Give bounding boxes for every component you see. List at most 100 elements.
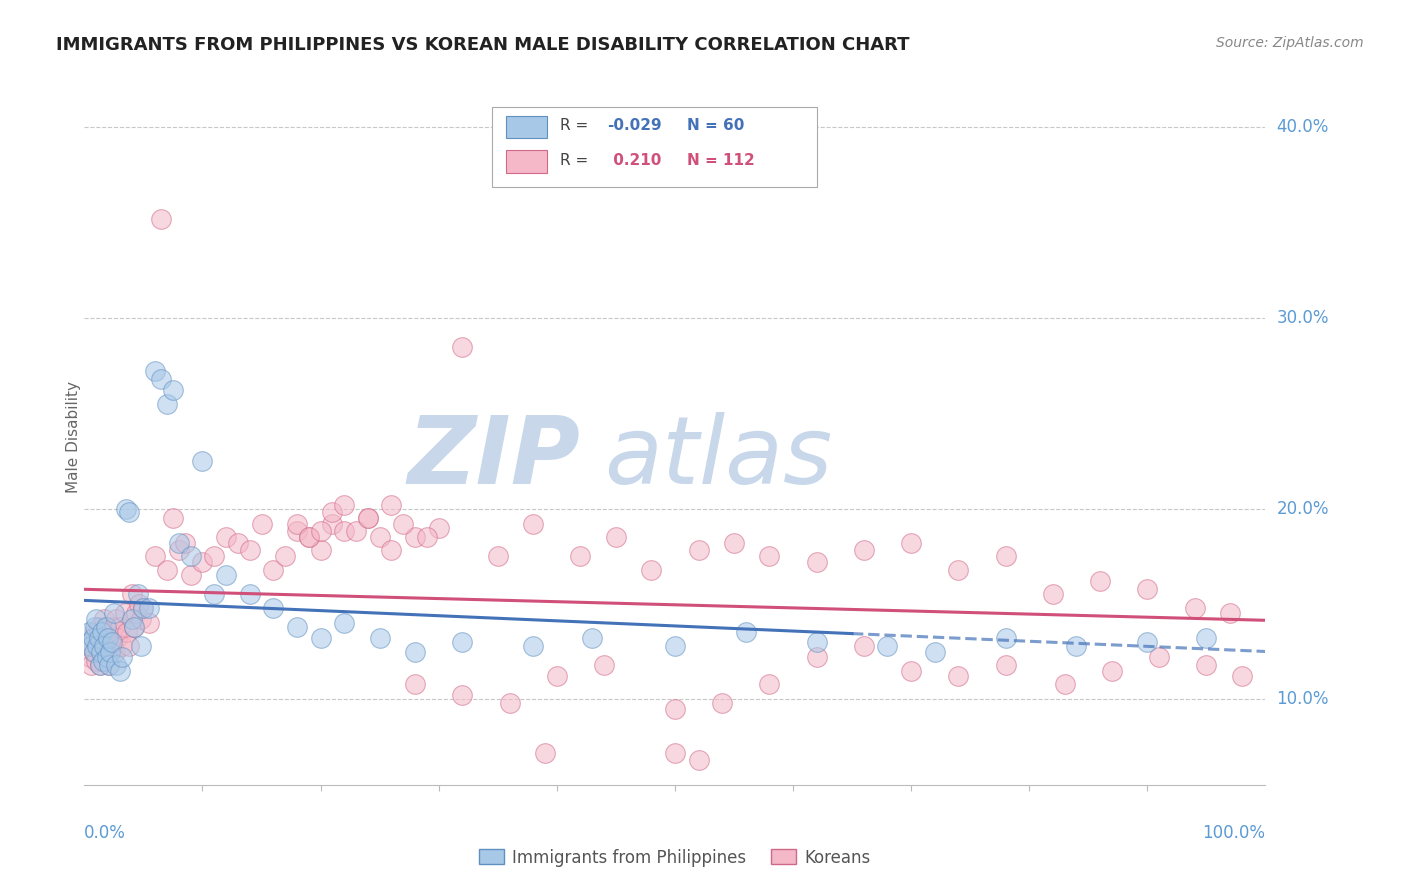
Point — [87, 631, 110, 645]
FancyBboxPatch shape — [492, 106, 817, 186]
Point — [262, 563, 284, 577]
Point — [380, 498, 402, 512]
Point — [87, 620, 110, 634]
Point — [664, 639, 686, 653]
Point — [1219, 607, 1241, 621]
Point — [94, 620, 117, 634]
Point — [285, 620, 308, 634]
Point — [115, 625, 138, 640]
Point — [80, 639, 103, 653]
Text: 0.210: 0.210 — [607, 153, 661, 168]
Point — [84, 625, 107, 640]
Point — [105, 657, 128, 672]
Point — [100, 625, 122, 640]
Point — [127, 587, 149, 601]
Point — [948, 563, 970, 577]
Point — [167, 543, 190, 558]
Point — [285, 524, 308, 539]
Point — [101, 639, 124, 653]
Point — [91, 639, 114, 653]
Point — [451, 339, 474, 353]
Point — [344, 524, 367, 539]
Point — [427, 521, 450, 535]
Point — [1147, 650, 1170, 665]
Point — [688, 753, 710, 767]
Point — [79, 650, 101, 665]
Point — [118, 505, 141, 519]
Point — [380, 543, 402, 558]
Point — [368, 631, 391, 645]
Point — [103, 620, 125, 634]
Point — [994, 657, 1017, 672]
Point — [321, 505, 343, 519]
Point — [94, 631, 117, 645]
Text: atlas: atlas — [605, 412, 832, 503]
Point — [143, 364, 166, 378]
Text: 40.0%: 40.0% — [1277, 119, 1329, 136]
Point — [1136, 582, 1159, 596]
Point — [138, 600, 160, 615]
Text: Source: ZipAtlas.com: Source: ZipAtlas.com — [1216, 36, 1364, 50]
Text: N = 112: N = 112 — [686, 153, 755, 168]
Point — [90, 644, 112, 658]
Text: IMMIGRANTS FROM PHILIPPINES VS KOREAN MALE DISABILITY CORRELATION CHART: IMMIGRANTS FROM PHILIPPINES VS KOREAN MA… — [56, 36, 910, 54]
Point — [309, 631, 332, 645]
Point — [98, 644, 121, 658]
Point — [309, 543, 332, 558]
Point — [93, 639, 115, 653]
Point — [77, 625, 100, 640]
Point — [91, 625, 114, 640]
Point — [605, 530, 627, 544]
Point — [202, 549, 225, 564]
Point — [357, 511, 380, 525]
Point — [664, 746, 686, 760]
Point — [180, 568, 202, 582]
Point — [806, 650, 828, 665]
Point — [98, 644, 121, 658]
Point — [103, 607, 125, 621]
Point — [125, 607, 148, 621]
Legend: Immigrants from Philippines, Koreans: Immigrants from Philippines, Koreans — [472, 842, 877, 873]
Point — [86, 639, 108, 653]
Point — [569, 549, 592, 564]
Point — [734, 625, 756, 640]
Point — [156, 563, 179, 577]
Point — [162, 384, 184, 398]
Point — [77, 639, 100, 653]
Point — [167, 536, 190, 550]
Point — [97, 639, 120, 653]
FancyBboxPatch shape — [506, 116, 547, 138]
Point — [91, 654, 114, 668]
Point — [581, 631, 603, 645]
Point — [758, 549, 780, 564]
Point — [333, 615, 356, 630]
Point — [723, 536, 745, 550]
Point — [79, 635, 101, 649]
Point — [215, 568, 238, 582]
Point — [392, 516, 415, 531]
Point — [202, 587, 225, 601]
Point — [114, 607, 136, 621]
Point — [298, 530, 321, 544]
Point — [156, 397, 179, 411]
Point — [404, 677, 426, 691]
Point — [122, 620, 145, 634]
Point — [285, 516, 308, 531]
Point — [711, 696, 734, 710]
Point — [1230, 669, 1253, 683]
Point — [138, 615, 160, 630]
Text: 100.0%: 100.0% — [1202, 824, 1265, 842]
Point — [98, 657, 121, 672]
Point — [84, 612, 107, 626]
Point — [108, 664, 131, 678]
Point — [298, 530, 321, 544]
Point — [100, 635, 122, 649]
Point — [852, 639, 875, 653]
Point — [250, 516, 273, 531]
Point — [128, 597, 150, 611]
Point — [180, 549, 202, 564]
Point — [274, 549, 297, 564]
Point — [121, 587, 143, 601]
Point — [368, 530, 391, 544]
Point — [96, 650, 118, 665]
